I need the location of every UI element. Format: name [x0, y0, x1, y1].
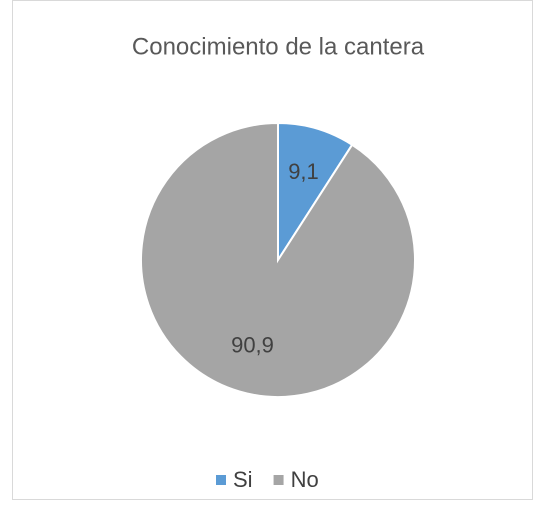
legend-swatch [273, 475, 284, 485]
data-label: 90,9 [231, 333, 274, 358]
data-label: 9,1 [288, 159, 319, 184]
pie-slice [277, 121, 354, 264]
legend-swatch [216, 475, 226, 485]
legend-label: No [291, 467, 319, 492]
chart-title: Conocimiento de la cantera [132, 33, 425, 60]
legend-label: Si [233, 467, 253, 492]
pie-slice [140, 121, 416, 398]
